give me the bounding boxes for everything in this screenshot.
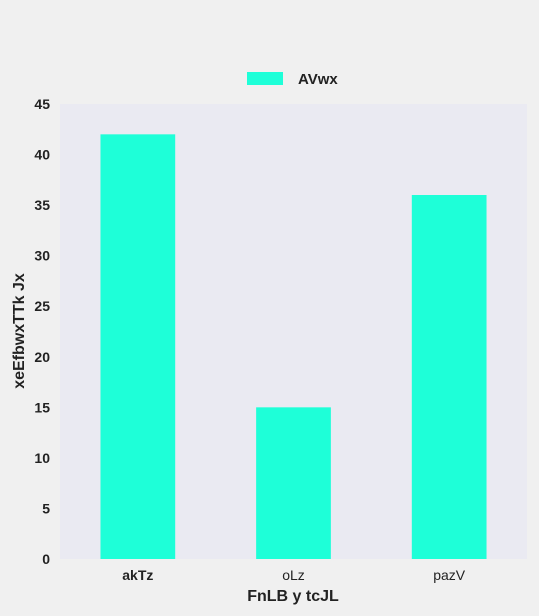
y-tick-label: 10 — [34, 450, 50, 466]
bars-group — [100, 134, 487, 560]
bar-pazV — [411, 195, 487, 559]
y-tick-label: 15 — [34, 399, 50, 415]
y-tick-label: 30 — [34, 248, 50, 264]
x-tick-label: akTz — [122, 567, 153, 583]
x-axis-title: FnLB y tcJL — [247, 588, 339, 605]
bar-oLz — [256, 407, 331, 559]
y-axis-title: xeEfbwxTTk Jx — [11, 273, 28, 389]
legend-label: AVwx — [298, 71, 338, 88]
y-tick-label: 25 — [34, 298, 50, 314]
legend-swatch — [247, 72, 283, 85]
x-tick-label: oLz — [282, 567, 305, 583]
y-tick-label: 35 — [34, 197, 50, 213]
x-tick-labels: akTz oLz pazV — [122, 567, 466, 583]
y-tick-label: 5 — [42, 500, 50, 516]
y-tick-labels: 0 5 10 15 20 25 30 35 40 45 — [34, 96, 50, 567]
legend: AVwx — [247, 71, 338, 88]
y-tick-label: 40 — [34, 147, 50, 163]
y-tick-label: 20 — [34, 349, 50, 365]
y-tick-label: 45 — [34, 96, 50, 112]
x-tick-label: pazV — [433, 567, 466, 583]
y-tick-label: 0 — [42, 551, 50, 567]
bar-akTz — [100, 134, 176, 560]
